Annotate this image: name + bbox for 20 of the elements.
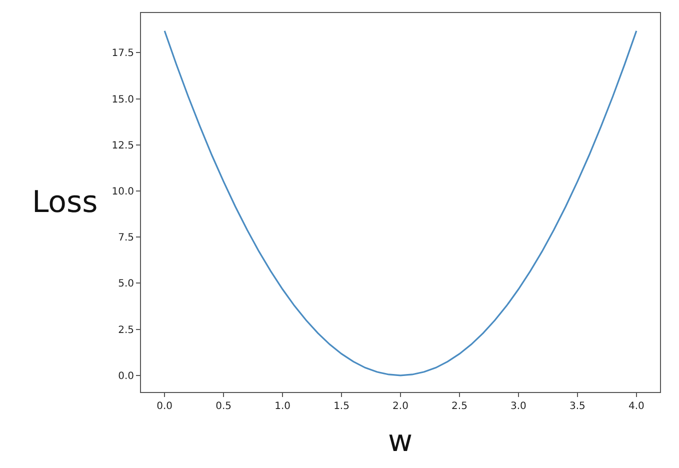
y-tick-label: 5.0 xyxy=(118,278,134,290)
x-tick-label: 3.5 xyxy=(569,401,586,412)
y-tick-label: 10.0 xyxy=(112,186,134,198)
x-tick-label: 0.0 xyxy=(156,401,173,412)
x-tick-label: 3.0 xyxy=(510,401,526,412)
x-tick-label: 1.0 xyxy=(274,401,291,412)
x-tick-label: 1.5 xyxy=(334,401,350,412)
y-tick-label: 17.5 xyxy=(112,48,134,60)
y-tick-label: 0.0 xyxy=(118,370,134,382)
y-tick-label: 12.5 xyxy=(112,140,134,152)
line-series xyxy=(164,30,638,376)
y-tick-label: 2.5 xyxy=(118,324,134,336)
x-tick-label: 4.0 xyxy=(628,401,644,412)
y-axis-title: Loss xyxy=(32,185,98,220)
x-tick-label: 2.5 xyxy=(452,401,468,412)
x-tick-label: 2.0 xyxy=(392,401,408,412)
y-tick-label: 15.0 xyxy=(112,94,134,106)
x-tick-label: 0.5 xyxy=(216,401,232,412)
y-tick-label: 7.5 xyxy=(118,232,134,244)
x-axis-title: w xyxy=(388,424,413,459)
